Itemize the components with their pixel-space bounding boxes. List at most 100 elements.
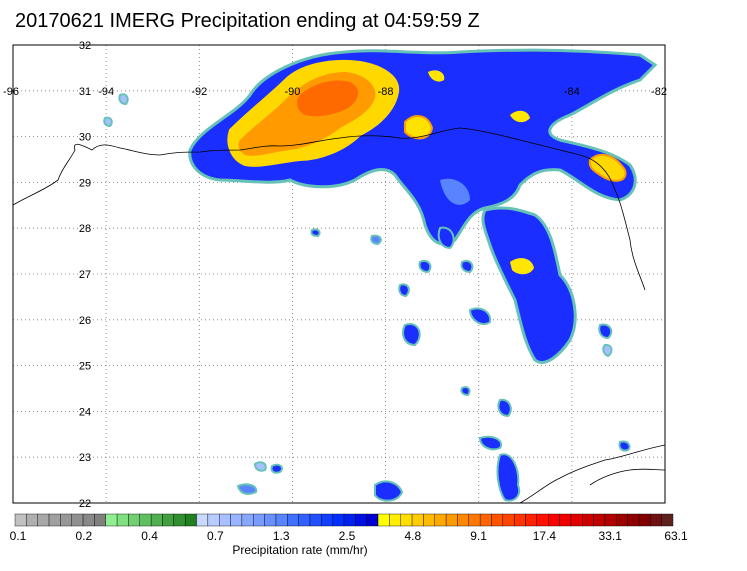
colorbar-swatch — [468, 513, 481, 527]
colorbar-swatch — [604, 513, 617, 527]
colorbar-swatch — [548, 513, 560, 527]
map-title: 20170621 IMERG Precipitation ending at 0… — [15, 10, 480, 32]
precip-cell — [310, 228, 321, 238]
colorbar-tick-label: 4.8 — [404, 529, 421, 543]
colorbar-swatch — [366, 513, 379, 527]
colorbar-tick-label: 0.7 — [207, 529, 224, 543]
colorbar-swatch — [287, 513, 299, 527]
colorbar-swatch — [139, 513, 152, 527]
precip-cell — [370, 234, 382, 246]
colorbar-swatch — [513, 513, 526, 527]
colorbar-swatch — [400, 513, 413, 527]
precip-area-yellow — [588, 153, 627, 182]
precipitation-field — [103, 48, 658, 502]
lon-tick-label: -96 — [3, 86, 19, 98]
precip-cell — [402, 323, 421, 347]
colorbar-swatch — [377, 513, 390, 527]
precip-cell — [270, 463, 283, 474]
coastlines — [13, 127, 665, 503]
lon-tick-label: -84 — [564, 86, 580, 98]
colorbar-swatch — [184, 513, 197, 527]
precip-cell — [598, 323, 613, 340]
precip-cell — [374, 480, 404, 502]
precip-cell — [103, 116, 113, 128]
colorbar-swatch — [196, 513, 209, 527]
precip-cell — [478, 435, 503, 451]
colorbar-swatch — [479, 513, 492, 527]
colorbar-swatch — [343, 513, 356, 527]
precip-area-yellow — [404, 115, 434, 140]
colorbar-swatch — [71, 513, 84, 527]
colorbar-tick-label: 9.1 — [470, 529, 487, 543]
precip-cell — [618, 440, 631, 452]
precip-area-blue — [481, 206, 577, 364]
colorbar-swatch — [105, 513, 118, 527]
colorbar-swatch — [94, 513, 106, 527]
lat-tick-label: 32 — [79, 40, 91, 52]
lat-tick-label: 22 — [79, 498, 91, 510]
lon-tick-label: -90 — [284, 86, 300, 98]
colorbar-swatch — [298, 513, 311, 527]
precip-area-yellow — [428, 70, 445, 82]
lon-tick-label: -92 — [191, 86, 207, 98]
colorbar-swatch — [26, 513, 38, 527]
lon-tick-label: -82 — [651, 86, 667, 98]
colorbar-tick-label: 0.4 — [141, 529, 158, 543]
colorbar-swatch — [434, 513, 447, 527]
colorbar-swatch — [559, 513, 572, 527]
precip-cell — [497, 398, 512, 418]
colorbar-swatch — [150, 513, 163, 527]
colorbar-swatch — [173, 513, 186, 527]
lat-tick-label: 28 — [79, 223, 91, 235]
map-frame — [12, 44, 666, 504]
colorbar-swatch — [37, 513, 50, 527]
precip-cell — [468, 307, 492, 326]
colorbar-tick-label: 0.1 — [10, 529, 27, 543]
colorbar-swatch — [241, 513, 254, 527]
colorbar-swatch — [253, 513, 265, 527]
colorbar-tick-label: 33.1 — [599, 529, 623, 543]
colorbar-tick-label: 63.1 — [664, 529, 688, 543]
lat-tick-label: 26 — [79, 315, 91, 327]
precip-cell — [398, 283, 410, 298]
colorbar-swatch — [389, 513, 401, 527]
colorbar-swatch — [309, 513, 322, 527]
lat-tick-label: 24 — [79, 406, 91, 418]
precip-area-yellow — [510, 258, 534, 275]
colorbar-swatch — [445, 513, 458, 527]
colorbar-tick-label: 2.5 — [339, 529, 356, 543]
precip-cell — [460, 386, 471, 397]
colorbar-swatch — [525, 513, 538, 527]
cuba-coast-line — [589, 468, 665, 486]
precip-cell — [236, 483, 258, 495]
colorbar-swatch — [48, 513, 61, 527]
colorbar-swatch — [264, 513, 277, 527]
lat-tick-label: 27 — [79, 269, 91, 281]
colorbar-swatch — [14, 513, 27, 527]
lon-tick-label: -88 — [378, 86, 394, 98]
colorbar-swatch — [275, 513, 288, 527]
cuba-coast-line — [519, 444, 665, 503]
colorbar-swatch — [423, 513, 435, 527]
colorbar-swatch — [661, 513, 674, 527]
lat-tick-label: 30 — [79, 132, 91, 144]
lon-tick-label: -94 — [98, 86, 114, 98]
colorbar-swatch — [128, 513, 140, 527]
precip-cell — [437, 226, 455, 250]
precip-area-darkorange — [297, 80, 359, 117]
colorbar-swatch — [593, 513, 606, 527]
lat-tick-label: 25 — [79, 361, 91, 373]
lat-tick-label: 29 — [79, 177, 91, 189]
colorbar-label: Precipitation rate (mm/hr) — [232, 543, 367, 557]
colorbar-swatch — [355, 513, 367, 527]
lat-tick-label: 31 — [79, 86, 91, 98]
colorbar-swatch — [207, 513, 220, 527]
colorbar-swatch — [457, 513, 469, 527]
colorbar-swatch — [616, 513, 628, 527]
colorbar-swatch — [411, 513, 424, 527]
precip-cell — [460, 260, 474, 274]
lat-tick-label: 23 — [79, 452, 91, 464]
precip-cell — [118, 93, 129, 106]
colorbar-swatch — [162, 513, 175, 527]
precip-cell — [418, 260, 432, 274]
